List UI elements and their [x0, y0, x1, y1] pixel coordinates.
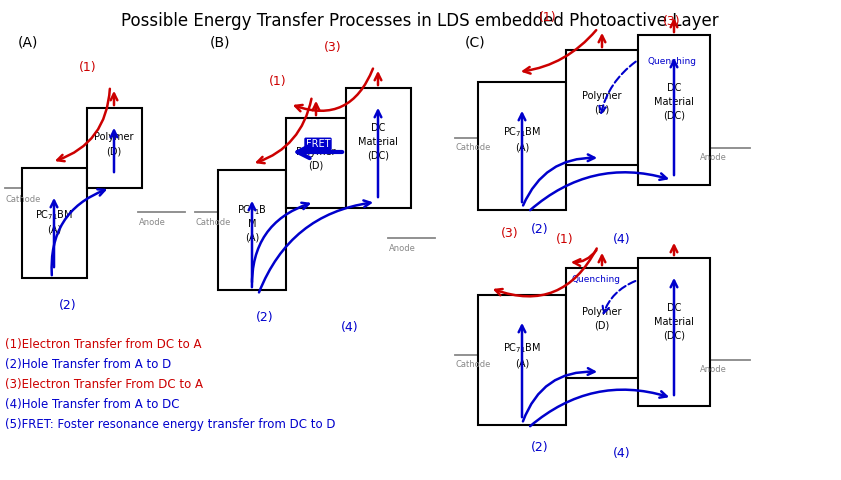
Text: (1): (1) — [556, 233, 574, 247]
Text: Polymer: Polymer — [296, 147, 336, 157]
Bar — [638, 35, 710, 185]
Bar — [218, 170, 286, 290]
Bar — [478, 82, 566, 210]
Text: (DC): (DC) — [663, 111, 685, 121]
Text: (2): (2) — [257, 312, 274, 324]
Text: (D): (D) — [595, 105, 610, 115]
Bar — [478, 295, 566, 425]
Text: (1): (1) — [269, 75, 287, 88]
Text: Cathode: Cathode — [6, 195, 41, 204]
Text: (2): (2) — [59, 299, 77, 312]
Text: (D): (D) — [595, 321, 610, 331]
Text: Material: Material — [358, 137, 398, 147]
Text: (3): (3) — [324, 41, 341, 55]
Text: M: M — [248, 219, 257, 229]
Text: (4): (4) — [613, 447, 631, 460]
Bar — [566, 50, 638, 165]
Text: Anode: Anode — [139, 218, 166, 227]
Text: Cathode: Cathode — [196, 218, 231, 227]
Bar — [22, 168, 87, 278]
Bar — [346, 88, 411, 208]
Text: (DC): (DC) — [663, 331, 685, 341]
Text: (1)Electron Transfer from DC to A: (1)Electron Transfer from DC to A — [5, 338, 202, 351]
Text: (3): (3) — [664, 15, 681, 28]
Text: (A): (A) — [515, 358, 529, 368]
Text: (1): (1) — [539, 12, 557, 24]
Text: (A): (A) — [245, 233, 259, 243]
Text: (2): (2) — [532, 442, 549, 455]
Text: FRET: FRET — [306, 139, 331, 149]
Text: Polymer: Polymer — [94, 132, 134, 142]
Text: (2): (2) — [532, 224, 549, 237]
Text: Anode: Anode — [389, 244, 416, 253]
Bar — [286, 118, 346, 208]
Text: Anode: Anode — [700, 153, 727, 162]
Text: Polymer: Polymer — [582, 91, 621, 101]
Text: Material: Material — [654, 317, 694, 327]
Text: PC$_{71}$BM: PC$_{71}$BM — [503, 125, 541, 139]
Text: (2)Hole Transfer from A to D: (2)Hole Transfer from A to D — [5, 358, 172, 371]
Text: (B): (B) — [210, 35, 230, 49]
Text: Possible Energy Transfer Processes in LDS embedded Photoactive Layer: Possible Energy Transfer Processes in LD… — [121, 12, 719, 30]
Text: PC$_{71}$BM: PC$_{71}$BM — [503, 341, 541, 355]
Text: Cathode: Cathode — [456, 360, 491, 369]
Bar — [87, 108, 142, 188]
Text: Quenching: Quenching — [648, 58, 697, 67]
Text: (4): (4) — [341, 322, 359, 335]
Text: (3): (3) — [501, 227, 519, 240]
Text: Material: Material — [654, 97, 694, 107]
Text: (4): (4) — [613, 233, 631, 247]
Text: PC$_{71}$B: PC$_{71}$B — [237, 203, 267, 217]
Text: (D): (D) — [309, 161, 324, 171]
Text: (1): (1) — [79, 61, 97, 74]
Text: (5)FRET: Foster resonance energy transfer from DC to D: (5)FRET: Foster resonance energy transfe… — [5, 418, 336, 431]
Text: (A): (A) — [18, 35, 39, 49]
Text: Quenching: Quenching — [572, 276, 621, 285]
Text: DC: DC — [371, 123, 385, 133]
Text: DC: DC — [667, 303, 681, 313]
Text: PC$_{71}$BM: PC$_{71}$BM — [35, 208, 73, 222]
Text: DC: DC — [667, 83, 681, 93]
Text: (A): (A) — [515, 142, 529, 152]
Bar — [638, 258, 710, 406]
Text: Cathode: Cathode — [456, 143, 491, 152]
Text: (4)Hole Transfer from A to DC: (4)Hole Transfer from A to DC — [5, 398, 179, 411]
Text: (A): (A) — [47, 225, 61, 235]
Text: Polymer: Polymer — [582, 307, 621, 317]
Bar — [566, 268, 638, 378]
Text: Anode: Anode — [700, 365, 727, 374]
Text: (3)Electron Transfer From DC to A: (3)Electron Transfer From DC to A — [5, 378, 203, 391]
Text: (C): (C) — [465, 35, 485, 49]
Text: (DC): (DC) — [367, 151, 389, 161]
Text: (D): (D) — [106, 146, 122, 156]
